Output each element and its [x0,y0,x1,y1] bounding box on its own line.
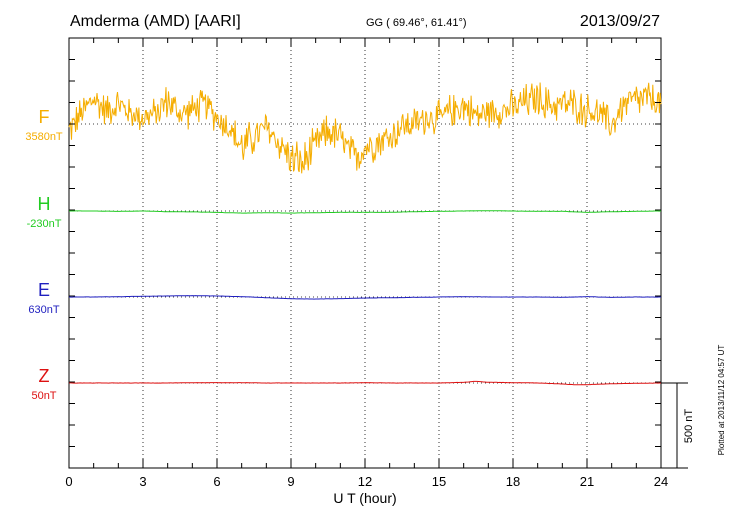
series-name-e: E [38,280,50,300]
x-tick-label: 9 [287,474,294,489]
x-tick-label: 12 [358,474,372,489]
series-line-h [69,210,662,214]
scale-bar: 500 nT [661,382,695,469]
series-name-h: H [38,194,51,214]
x-tick-label: 15 [432,474,446,489]
scale-bar-label: 500 nT [683,409,695,444]
x-tick-label: 3 [139,474,146,489]
series-labels: F 3580nT H -230nT E 630nT Z 50nT [25,107,63,402]
series-name-z: Z [39,366,50,386]
x-tick-label: 6 [213,474,220,489]
series-baseline-e: 630nT [28,304,59,316]
x-tick-label: 21 [580,474,594,489]
geo-coordinates: GG ( 69.46°, 61.41°) [366,17,467,29]
series-line-f [68,82,662,174]
series-line-z [69,380,661,386]
date-label: 2013/09/27 [580,13,660,30]
series-baseline-z: 50nT [31,390,56,402]
x-axis-label: U T (hour) [333,490,396,506]
axis-ticks: 0 3 6 9 12 15 18 21 24 [65,38,668,489]
x-tick-label: 18 [506,474,520,489]
plotted-at-note: Plotted at 2013/11/12 04:57 UT [717,345,726,456]
x-tick-label: 0 [65,474,72,489]
series-baseline-f: 3580nT [25,131,63,143]
series-layer [68,82,662,386]
x-tick-label: 24 [654,474,668,489]
series-name-f: F [39,107,50,127]
series-baseline-h: -230nT [27,218,62,230]
series-line-e [68,295,662,300]
station-title: Amderma (AMD) [AARI] [70,13,241,30]
